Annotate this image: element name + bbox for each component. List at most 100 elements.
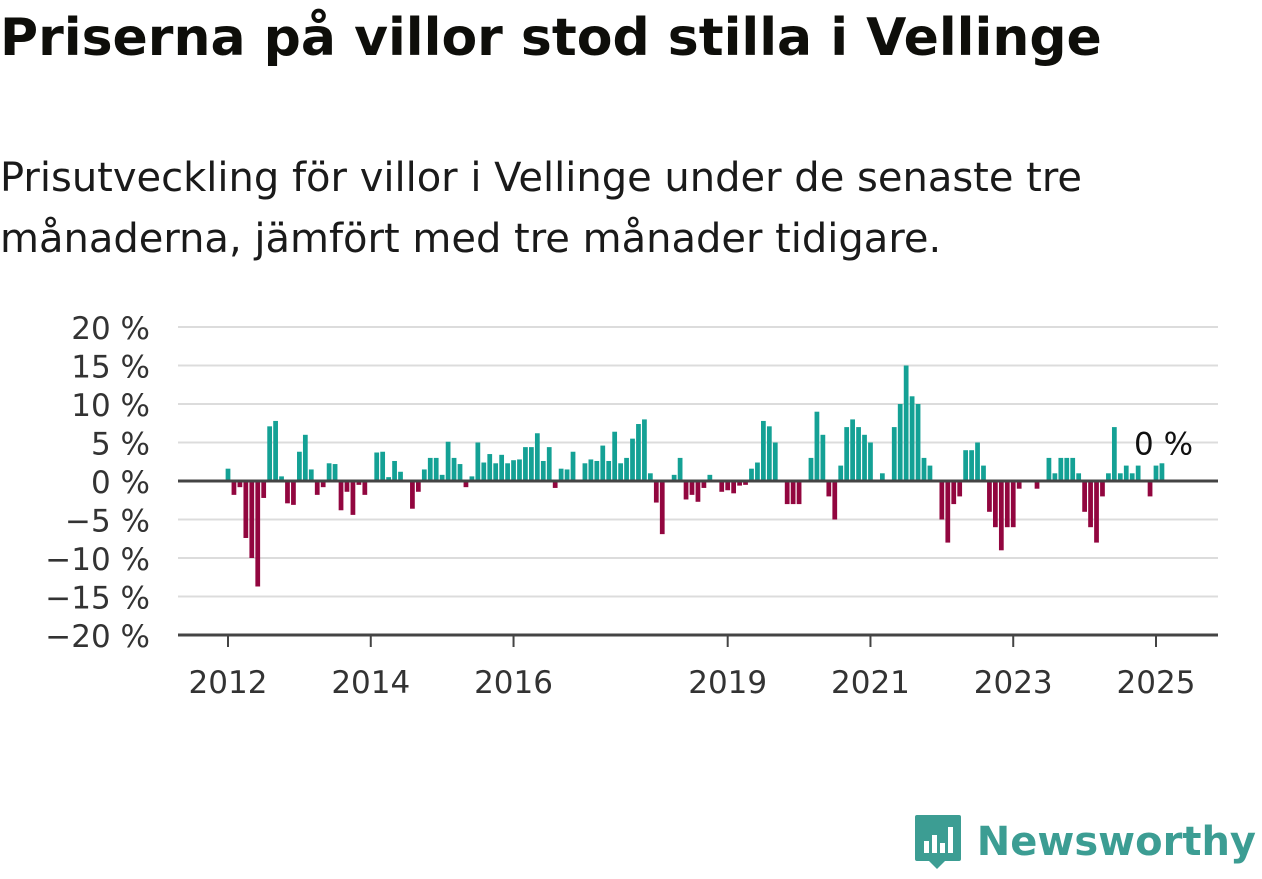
bar <box>433 457 439 481</box>
bar <box>273 420 278 481</box>
bar <box>463 481 469 488</box>
bar <box>689 481 695 495</box>
bar <box>529 447 534 481</box>
bar <box>820 434 826 481</box>
bar <box>891 427 897 481</box>
bar <box>415 481 421 492</box>
bar <box>719 481 725 492</box>
bar <box>998 481 1004 551</box>
bar <box>927 465 933 481</box>
bar <box>856 427 861 481</box>
bar <box>1106 473 1111 481</box>
y-tick-label: −5 % <box>65 504 150 540</box>
bar <box>969 450 974 481</box>
bar <box>410 481 415 509</box>
bar <box>862 434 867 481</box>
axes <box>178 479 1218 647</box>
bar <box>618 463 623 481</box>
bar <box>1135 465 1141 481</box>
bar <box>499 454 505 481</box>
bar <box>392 460 397 481</box>
y-axis-labels: 20 %15 %10 %5 %0 %−5 %−10 %−15 %−20 % <box>45 311 150 655</box>
bar <box>1117 473 1123 481</box>
bar <box>225 468 231 481</box>
bar <box>261 481 267 498</box>
bar <box>1094 481 1099 543</box>
bar <box>784 481 790 505</box>
bar <box>255 481 261 587</box>
bar <box>701 481 707 488</box>
bar <box>755 462 760 481</box>
bar <box>493 463 499 481</box>
bar <box>1082 481 1087 512</box>
bars <box>225 365 1165 587</box>
chart-subtitle: Prisutveckling för villor i Vellinge und… <box>0 155 1083 262</box>
annotations: 0 % <box>1134 427 1193 463</box>
bar <box>844 427 850 481</box>
bar <box>879 473 885 481</box>
bar <box>1123 465 1129 481</box>
bar <box>332 464 338 481</box>
bar <box>1147 481 1153 497</box>
bar <box>291 481 296 505</box>
bar <box>511 460 516 481</box>
bar <box>505 463 510 481</box>
bar <box>314 481 320 495</box>
x-tick-label: 2014 <box>331 665 410 701</box>
bar <box>695 481 701 502</box>
bar <box>1004 481 1010 528</box>
bar <box>1129 473 1135 481</box>
bar <box>231 481 237 495</box>
bar <box>320 481 326 488</box>
bar <box>814 411 820 481</box>
bar <box>517 459 522 481</box>
y-tick-label: 20 % <box>71 311 150 347</box>
bar <box>975 442 980 481</box>
y-tick-label: −10 % <box>45 542 150 578</box>
bar <box>951 481 957 505</box>
bar <box>683 481 689 500</box>
bar <box>546 447 552 481</box>
bar <box>445 441 451 481</box>
bar <box>380 451 386 481</box>
bar <box>297 451 302 481</box>
bar <box>552 481 558 488</box>
bar <box>957 481 963 497</box>
latest-value-label: 0 % <box>1134 427 1193 463</box>
bar <box>832 481 838 520</box>
bar <box>326 463 332 481</box>
bar <box>421 469 427 481</box>
bar <box>1034 481 1040 489</box>
bar <box>761 420 766 481</box>
x-tick-label: 2012 <box>189 665 268 701</box>
bar <box>653 481 659 503</box>
bar <box>439 474 445 481</box>
bar <box>903 365 909 481</box>
bar <box>243 481 249 538</box>
bar <box>921 457 927 481</box>
y-tick-label: 5 % <box>91 427 150 463</box>
bar <box>707 474 713 481</box>
bar <box>630 438 635 481</box>
y-tick-label: −15 % <box>45 581 150 617</box>
bar <box>838 465 844 481</box>
y-tick-label: 10 % <box>71 388 150 424</box>
bar <box>386 477 391 481</box>
bar <box>308 469 314 481</box>
bar <box>1052 473 1058 481</box>
bar <box>1111 427 1117 481</box>
bar <box>897 404 903 481</box>
bar <box>677 457 683 481</box>
bar <box>481 462 487 481</box>
bar <box>1076 473 1082 481</box>
bar <box>1064 457 1070 481</box>
bar <box>1100 481 1105 497</box>
bar <box>356 481 362 485</box>
bar <box>868 442 873 481</box>
bar <box>279 476 284 481</box>
bar <box>427 457 433 481</box>
bar <box>981 465 986 481</box>
bar <box>642 419 647 481</box>
bar <box>457 464 463 481</box>
bar <box>570 451 576 481</box>
